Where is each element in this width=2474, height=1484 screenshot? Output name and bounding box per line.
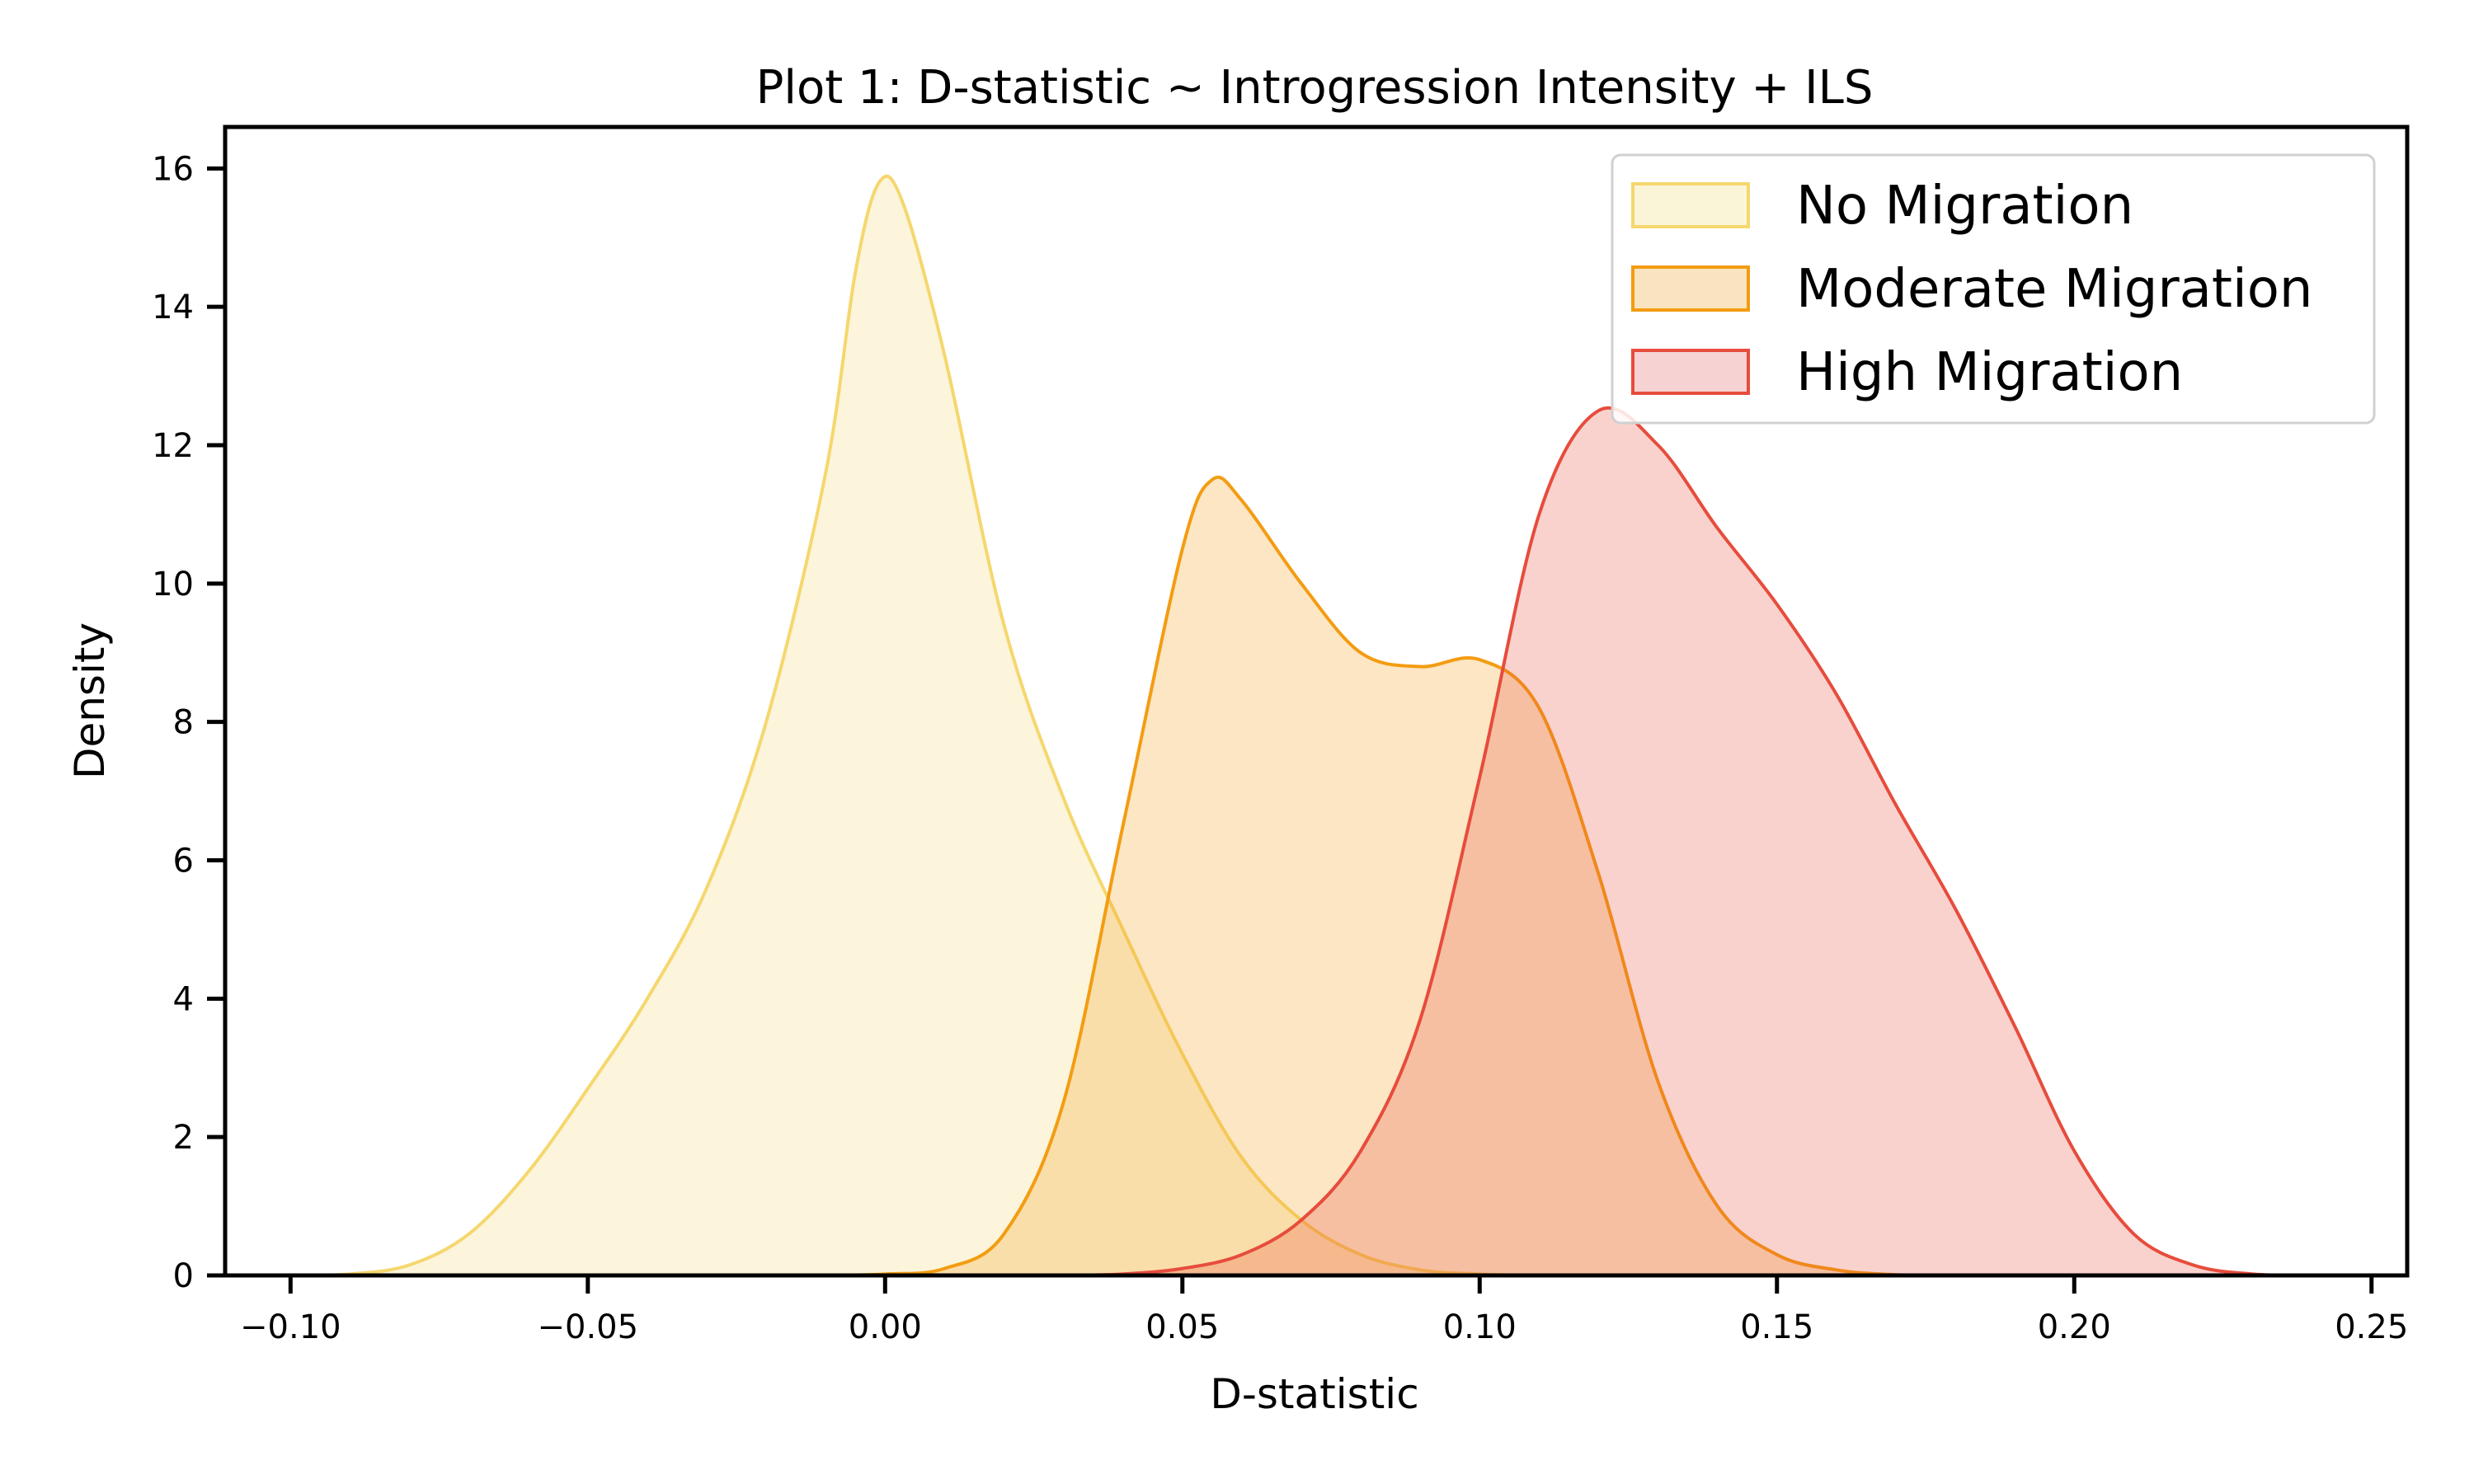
x-tick-label: 0.00: [849, 1308, 922, 1346]
series-area-no-migration: [290, 176, 1540, 1275]
series-area-high-migration: [1063, 407, 2312, 1275]
legend-label-high-migration: High Migration: [1796, 342, 2183, 403]
legend-swatch-no-migration: [1631, 182, 1750, 228]
y-axis: 0 2 4 6 8 10 12 14 16: [152, 150, 225, 1295]
x-tick-label: 0.25: [2335, 1308, 2408, 1346]
chart-title: Plot 1: D-statistic ~ Introgression Inte…: [756, 61, 1874, 115]
y-tick-label: 8: [173, 704, 194, 742]
plot-frame: [223, 124, 2410, 1278]
series-line-high-migration: [1063, 406, 2312, 1277]
x-axis-label: D-statistic: [1210, 1370, 1418, 1418]
y-tick-label: 10: [152, 566, 194, 603]
y-tick-label: 0: [173, 1257, 194, 1295]
series-layer: [290, 174, 2312, 1277]
x-tick-label: −0.05: [538, 1308, 639, 1346]
series-line-no-migration: [290, 174, 1540, 1277]
x-axis: −0.10 −0.05 0.00 0.05 0.10 0.15 0.20 0.25: [240, 1275, 2408, 1346]
x-tick-label: −0.10: [240, 1308, 341, 1346]
y-axis-label: Density: [66, 622, 114, 779]
x-tick-label: 0.20: [2038, 1308, 2111, 1346]
series-line-moderate-migration: [825, 475, 1956, 1277]
legend-label-no-migration: No Migration: [1796, 176, 2133, 237]
y-tick-label: 2: [173, 1119, 194, 1157]
legend-swatch-high-migration: [1631, 349, 1750, 395]
x-tick-label: 0.15: [1740, 1308, 1813, 1346]
y-tick-label: 14: [152, 289, 194, 326]
y-tick-label: 4: [173, 980, 194, 1018]
x-tick-label: 0.10: [1443, 1308, 1517, 1346]
legend: No Migration Moderate Migration High Migra…: [1611, 153, 2376, 425]
legend-frame: [1611, 153, 2376, 425]
legend-label-moderate-migration: Moderate Migration: [1796, 259, 2312, 320]
x-tick-label: 0.05: [1145, 1308, 1219, 1346]
y-tick-label: 6: [173, 843, 194, 881]
y-tick-label: 12: [152, 427, 194, 465]
y-tick-label: 16: [152, 150, 194, 188]
legend-swatch-moderate-migration: [1631, 265, 1750, 312]
series-area-moderate-migration: [825, 477, 1956, 1275]
